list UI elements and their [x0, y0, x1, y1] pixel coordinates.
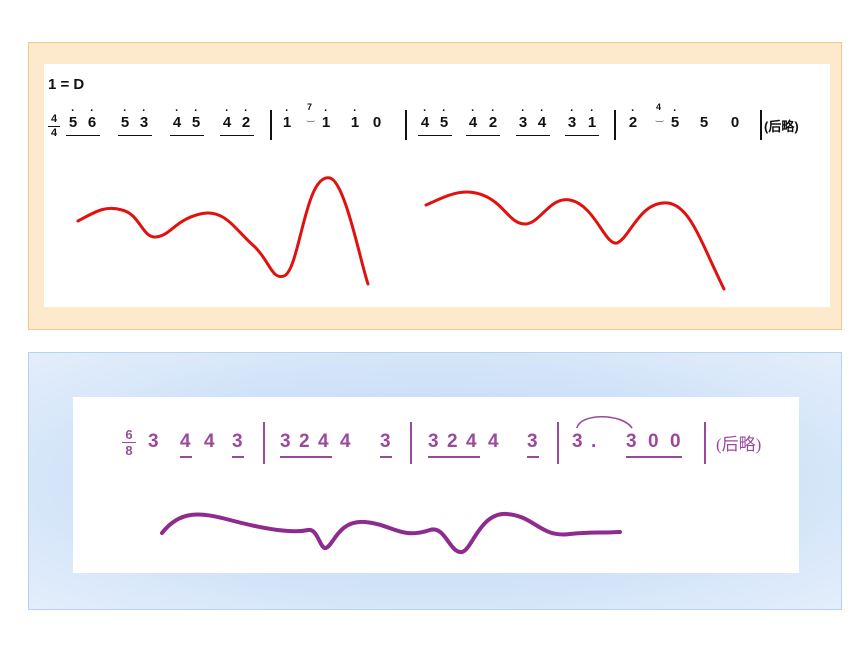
note: 3 ·: [567, 105, 577, 132]
score-card-bottom: [73, 397, 799, 573]
note: 3: [572, 431, 583, 452]
note: 5 ·: [670, 105, 680, 132]
barline: [557, 422, 559, 464]
note: 1 ·: [350, 105, 360, 132]
note: 3: [527, 431, 538, 452]
barline: [704, 422, 706, 464]
omission-marker: (后略): [716, 435, 762, 454]
barline: [263, 422, 265, 464]
note: 5: [699, 114, 709, 131]
note: 5 ·: [120, 105, 130, 132]
note: 2 ·: [488, 105, 498, 132]
barline: [270, 110, 272, 140]
notation-line-1: 4 4 5 · 6 · 5 · 3 · 4 · 5 · 4 · 2 · 1 · 7 ‿ 1 · 1 ·…: [48, 100, 838, 160]
grace-note: 4: [656, 102, 662, 112]
note: 4: [318, 431, 329, 452]
note: 4: [204, 431, 215, 452]
note: 1 ·: [321, 105, 331, 132]
barline: [760, 110, 762, 140]
note: 4: [488, 431, 499, 452]
grace-note: 7: [307, 102, 313, 112]
note: 2: [447, 431, 458, 452]
augmentation-dot: .: [591, 431, 597, 452]
note: 6 ·: [87, 105, 97, 132]
time-signature-6-8: 6 8: [122, 428, 136, 457]
note: 3: [428, 431, 439, 452]
note: 2: [299, 431, 310, 452]
score-card-top: [44, 64, 830, 307]
note: 5 ·: [439, 105, 449, 132]
note: 1 ·: [587, 105, 597, 132]
barline: [614, 110, 616, 140]
note: 3: [626, 431, 637, 452]
key-signature: 1 = D: [48, 76, 85, 93]
note: 4: [180, 431, 191, 452]
note: 0: [670, 431, 681, 452]
note: 0: [730, 114, 740, 131]
note: 4 ·: [420, 105, 430, 132]
note: 1 ·: [282, 105, 292, 132]
note: 4 ·: [468, 105, 478, 132]
note: 3: [280, 431, 291, 452]
note: 3 ·: [139, 105, 149, 132]
note: 5 ·: [68, 105, 78, 132]
time-signature: 4 4: [48, 114, 60, 139]
note: 4: [340, 431, 351, 452]
note: 4 ·: [537, 105, 547, 132]
note: 2 ·: [241, 105, 251, 132]
note: 0: [372, 114, 382, 131]
note: 2 ·: [628, 105, 638, 132]
note: 4 ·: [172, 105, 182, 132]
note: 3: [148, 431, 159, 452]
note: 3: [232, 431, 243, 452]
note: 4: [466, 431, 477, 452]
note: 3 ·: [518, 105, 528, 132]
note: 3: [380, 431, 391, 452]
barline: [405, 110, 407, 140]
note: 4 ·: [222, 105, 232, 132]
barline: [410, 422, 412, 464]
note: 0: [648, 431, 659, 452]
note: 5 ·: [191, 105, 201, 132]
omission-marker: (后略): [764, 119, 799, 134]
